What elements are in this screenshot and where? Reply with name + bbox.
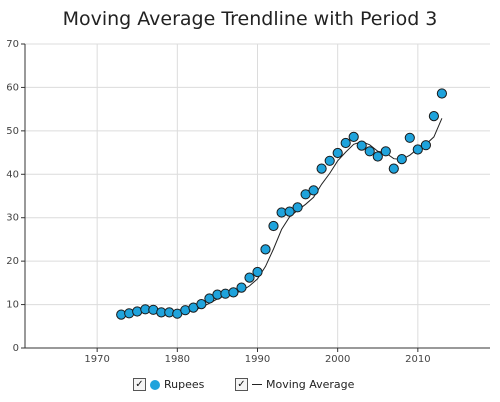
- rupees-data-point[interactable]: [260, 244, 271, 255]
- rupees-data-point[interactable]: [348, 131, 359, 142]
- x-tick-label: 2000: [325, 354, 350, 365]
- legend-checkbox-rupees[interactable]: ✓: [133, 378, 146, 391]
- y-tick-label: 0: [13, 343, 19, 354]
- y-tick-label: 40: [6, 169, 19, 180]
- rupees-data-point[interactable]: [380, 146, 391, 157]
- rupees-data-point[interactable]: [420, 140, 431, 151]
- rupees-data-point[interactable]: [300, 189, 311, 200]
- rupees-data-point[interactable]: [332, 147, 343, 159]
- rupees-data-point[interactable]: [388, 163, 399, 174]
- rupees-data-point[interactable]: [324, 155, 335, 166]
- legend-marker-circle-icon: [150, 379, 160, 390]
- legend-marker-line-icon: [252, 384, 262, 385]
- x-tick-label: 1980: [165, 354, 190, 365]
- legend-item-moving-average[interactable]: ✓ Moving Average: [235, 378, 354, 391]
- rupees-data-point[interactable]: [292, 202, 303, 213]
- rupees-data-point[interactable]: [412, 144, 423, 155]
- x-tick-label: 2010: [405, 354, 430, 365]
- rupees-data-point[interactable]: [364, 146, 375, 157]
- rupees-data-point[interactable]: [204, 293, 215, 304]
- rupees-data-point[interactable]: [404, 132, 415, 143]
- y-tick-label: 30: [6, 213, 19, 224]
- y-tick-label: 50: [6, 126, 19, 137]
- rupees-data-point[interactable]: [196, 299, 207, 310]
- chart-title: Moving Average Trendline with Period 3: [62, 8, 438, 30]
- rupees-data-point[interactable]: [428, 111, 439, 122]
- rupees-data-point[interactable]: [268, 220, 279, 232]
- rupees-data-point[interactable]: [436, 88, 447, 99]
- y-tick-label: 70: [6, 39, 19, 50]
- rupees-data-point[interactable]: [236, 282, 247, 293]
- x-tick-label: 1970: [84, 354, 109, 365]
- legend-checkbox-moving-average[interactable]: ✓: [235, 378, 248, 391]
- y-tick-label: 20: [6, 256, 19, 267]
- x-tick-label: 1990: [245, 354, 270, 365]
- rupees-data-point[interactable]: [252, 266, 263, 278]
- rupees-data-point[interactable]: [244, 272, 255, 283]
- legend-label-moving-average: Moving Average: [266, 378, 355, 391]
- rupees-data-point[interactable]: [316, 163, 327, 174]
- y-tick-label: 60: [6, 82, 19, 93]
- rupees-data-point[interactable]: [308, 185, 319, 196]
- rupees-data-point[interactable]: [228, 287, 239, 298]
- rupees-data-point[interactable]: [340, 137, 351, 149]
- rupees-data-point[interactable]: [284, 206, 295, 217]
- legend: ✓ Rupees ✓ Moving Average: [0, 378, 500, 398]
- rupees-data-point[interactable]: [356, 140, 367, 151]
- legend-label-rupees: Rupees: [164, 378, 205, 391]
- y-tick-label: 10: [6, 300, 19, 311]
- rupees-data-point[interactable]: [372, 151, 383, 162]
- rupees-data-point[interactable]: [396, 154, 407, 165]
- legend-item-rupees[interactable]: ✓ Rupees: [133, 378, 204, 391]
